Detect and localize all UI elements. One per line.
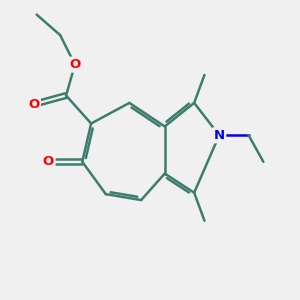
Text: N: N [214,129,225,142]
Text: O: O [28,98,39,111]
Text: O: O [69,58,80,71]
Text: O: O [43,155,54,168]
